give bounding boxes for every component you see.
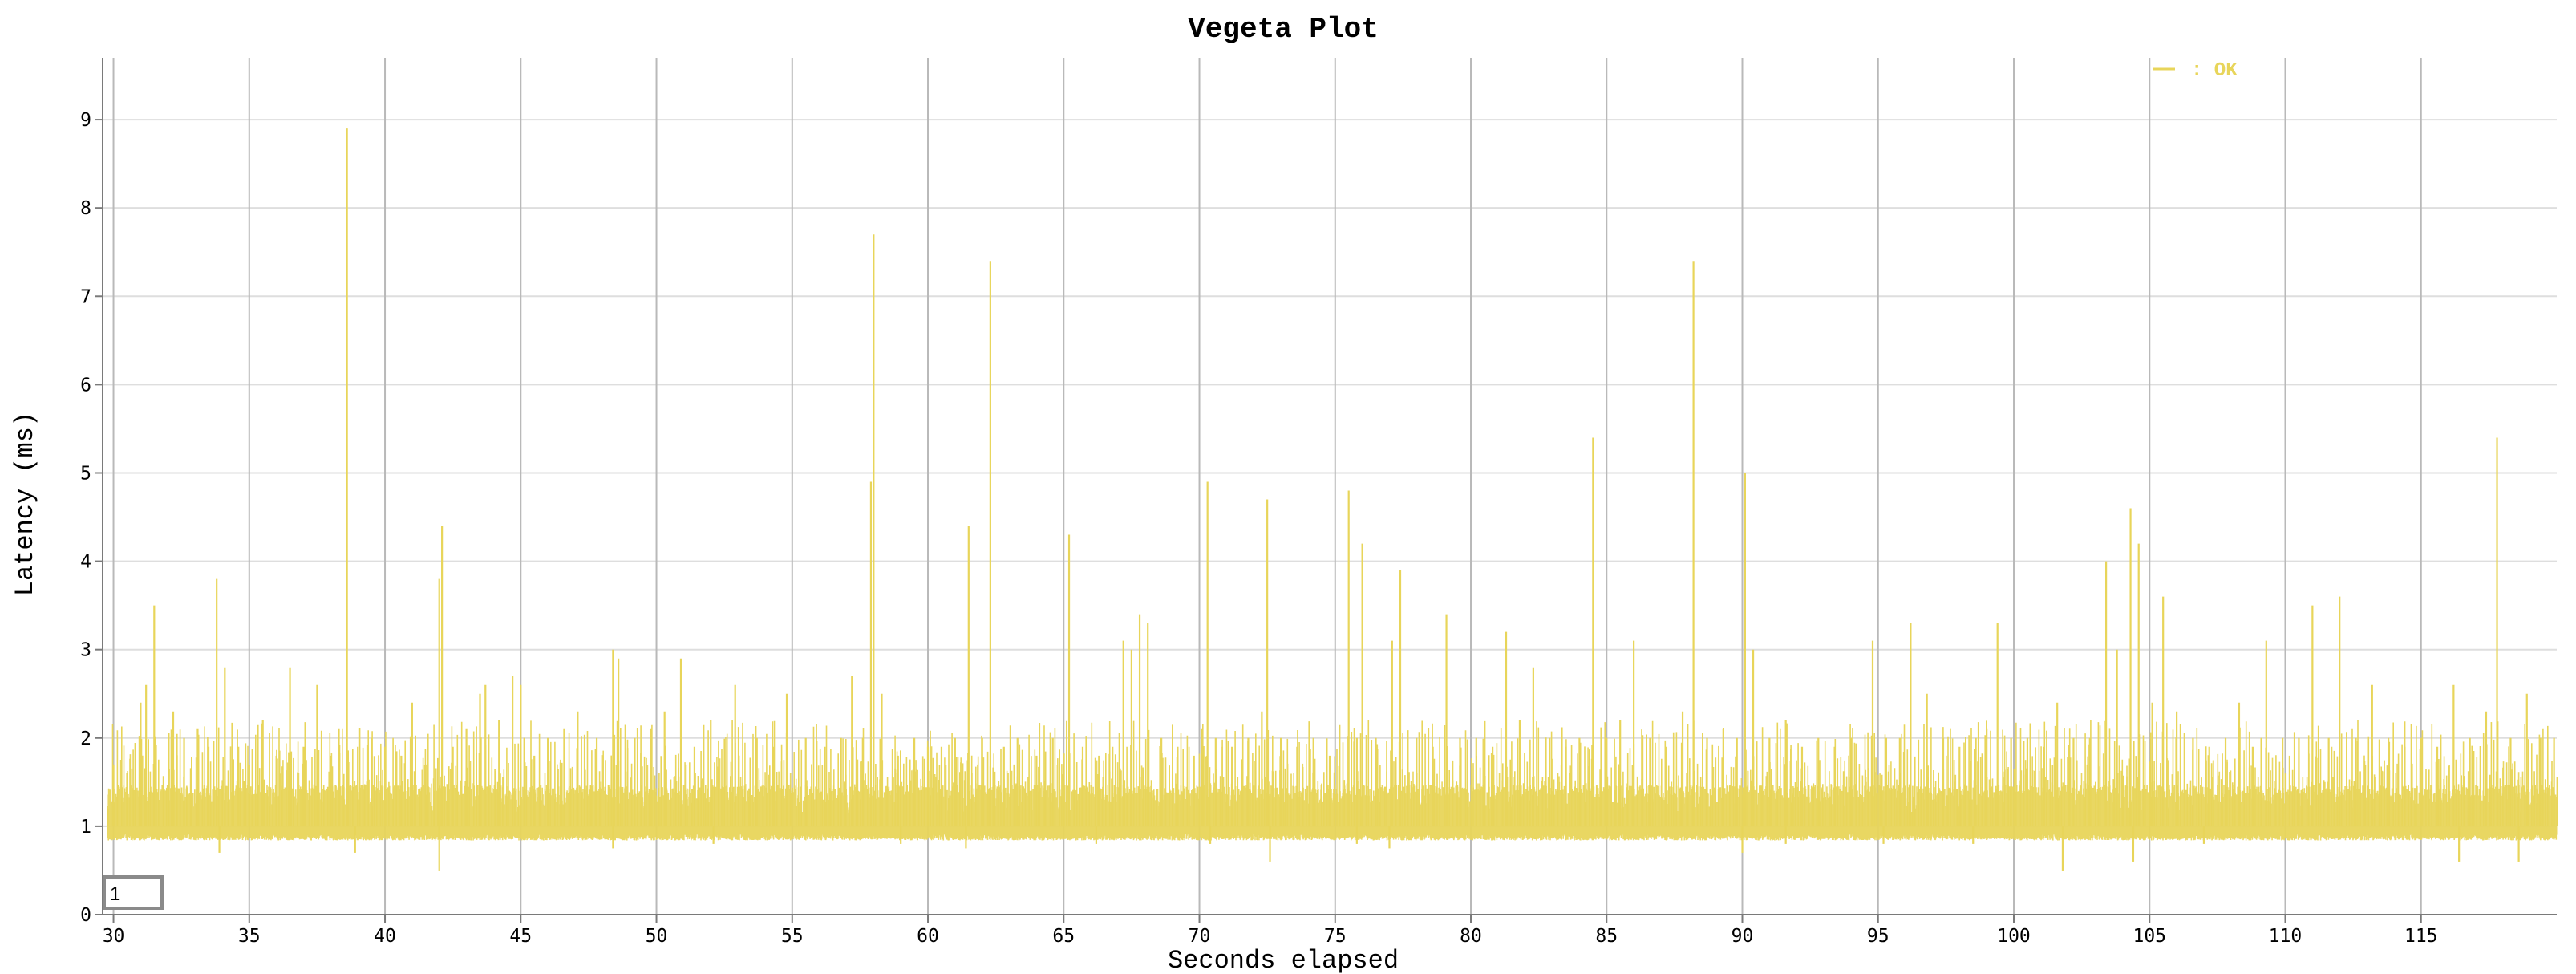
y-tick-label: 6 (80, 375, 91, 396)
x-tick-label: 95 (1867, 926, 1889, 947)
x-tick-label: 60 (917, 926, 939, 947)
x-tick-label: 100 (1997, 926, 2031, 947)
x-tick-label: 55 (781, 926, 804, 947)
x-tick-label: 85 (1595, 926, 1618, 947)
rolling-period-box[interactable]: 1 (103, 875, 164, 910)
x-tick-label: 40 (374, 926, 396, 947)
y-tick-label: 4 (80, 552, 91, 573)
grid-lines (103, 58, 2557, 915)
x-tick-label: 110 (2269, 926, 2303, 947)
y-tick-label: 9 (80, 110, 91, 131)
x-axis-ticks: 30 35 40 45 50 55 60 65 70 75 80 85 90 95 100 105 110 115 (103, 915, 2438, 947)
x-tick-label: 70 (1189, 926, 1211, 947)
y-tick-label: 2 (80, 728, 91, 749)
axes (102, 58, 2557, 915)
y-tick-label: 1 (80, 817, 91, 838)
x-tick-label: 35 (238, 926, 261, 947)
y-tick-label: 0 (80, 905, 91, 926)
x-tick-label: 50 (646, 926, 668, 947)
chart-title: Vegeta Plot (1188, 13, 1379, 46)
x-tick-label: 115 (2404, 926, 2438, 947)
y-axis-ticks: 0 1 2 3 4 5 6 7 8 9 (80, 110, 103, 926)
y-tick-label: 7 (80, 286, 91, 307)
series-ok (107, 128, 2558, 871)
y-tick-label: 3 (80, 640, 91, 661)
x-tick-label: 105 (2132, 926, 2166, 947)
rolling-period-value[interactable]: 1 (110, 883, 120, 905)
x-tick-label: 30 (103, 926, 125, 947)
y-tick-label: 5 (80, 463, 91, 484)
x-axis-label: Seconds elapsed (1168, 946, 1399, 974)
y-tick-label: 8 (80, 198, 91, 219)
series-noise-band (107, 735, 2558, 841)
x-tick-label: 90 (1732, 926, 1754, 947)
legend: : OK (2153, 60, 2238, 82)
legend-label: : OK (2191, 60, 2238, 82)
series-layer (107, 128, 2558, 871)
x-tick-label: 45 (509, 926, 532, 947)
y-axis-label: Latency (ms) (10, 412, 40, 596)
x-tick-label: 80 (1460, 926, 1482, 947)
x-tick-label: 75 (1324, 926, 1347, 947)
x-tick-label: 65 (1052, 926, 1075, 947)
